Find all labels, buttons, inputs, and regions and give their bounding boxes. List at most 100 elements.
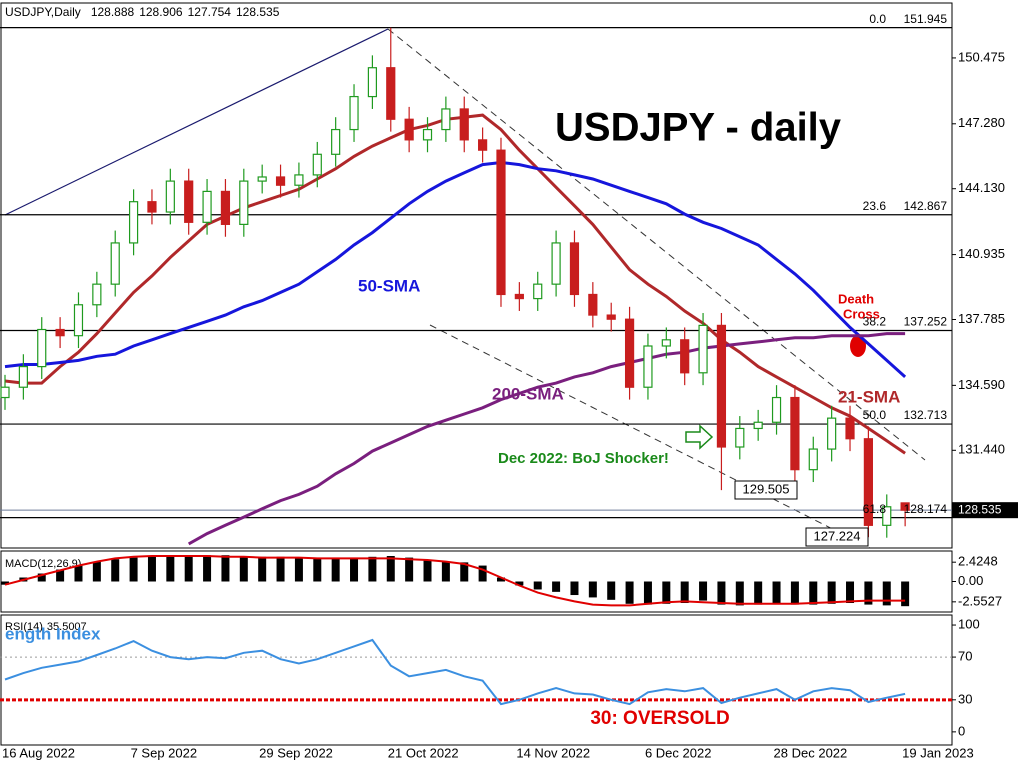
macd-bar: [643, 581, 652, 605]
fib-value: 137.252: [904, 315, 948, 329]
macd-bar: [368, 556, 377, 582]
last-price-box: [952, 502, 1018, 519]
macd-bar: [533, 581, 542, 590]
fib-level: 38.2: [863, 315, 887, 329]
rsi-name: RSI(14): [5, 621, 43, 633]
macd-bar: [239, 556, 248, 582]
header-open: 128.888: [91, 5, 135, 19]
candle-body: [349, 95, 359, 131]
macd-bar: [92, 561, 101, 582]
macd-bar: [827, 581, 836, 604]
y-tick-label: 147.280: [958, 115, 1005, 130]
trend-line: [4, 28, 389, 216]
macd-bar: [203, 555, 212, 582]
macd-bar: [56, 569, 65, 582]
annotation: Dec 2022: BoJ Shocker!: [498, 450, 669, 467]
macd-bar: [588, 581, 597, 598]
x-tick-label: 29 Sep 2022: [259, 745, 333, 760]
macd-bar: [496, 577, 505, 582]
candle-body: [808, 448, 818, 471]
macd-bar: [184, 555, 193, 582]
low-label: 129.505: [743, 481, 790, 496]
x-tick-label: 6 Dec 2022: [645, 745, 712, 760]
fib-value: 128.174: [904, 502, 948, 516]
macd-bar: [699, 581, 708, 601]
pane-plot: [1, 555, 910, 607]
annotation: 21-SMA: [838, 387, 900, 406]
low-label-box: [805, 527, 869, 547]
rsi-subtitle: ength Index: [5, 624, 101, 643]
candle-body: [239, 180, 249, 225]
macd-bar: [1, 581, 9, 585]
y-tick-label: 144.130: [958, 180, 1005, 195]
rsi-line: [4, 638, 906, 706]
candle-body: [110, 242, 120, 285]
low-label-box: [734, 480, 798, 500]
macd-bar: [882, 581, 891, 606]
macd-bar: [423, 559, 432, 582]
macd-bar: [276, 556, 285, 582]
chart-title: USDJPY - daily: [555, 106, 842, 150]
macd-bar: [662, 581, 671, 604]
macd-bar: [405, 557, 414, 582]
candle-body: [55, 328, 65, 337]
candle-body: [569, 242, 580, 296]
death-cross-marker: [850, 335, 866, 357]
candle-body: [275, 176, 286, 186]
fib-level: 50.0: [863, 408, 887, 422]
candle-body: [643, 345, 653, 388]
macd-bar: [441, 561, 450, 582]
main-pane: [0, 2, 953, 549]
candle-body: [367, 67, 377, 98]
macd-bar: [166, 555, 175, 582]
last-price: 128.535: [958, 502, 1002, 516]
x-tick-label: 19 Jan 2023: [902, 745, 974, 760]
candle-body: [496, 149, 506, 296]
fib-level: 0.0: [869, 12, 886, 26]
candle-body: [220, 190, 231, 225]
candle-body: [514, 293, 524, 300]
candle-body: [606, 314, 616, 320]
x-tick-label: 21 Oct 2022: [388, 745, 459, 760]
candle-body: [184, 180, 194, 223]
candle-body: [459, 108, 469, 141]
pane-plot: [0, 27, 952, 546]
low-label: 127.224: [814, 528, 861, 543]
x-tick-label: 7 Sep 2022: [131, 745, 198, 760]
channel-line: [387, 28, 926, 461]
y-tick-label: 2.4248: [958, 554, 998, 569]
candle-body: [0, 386, 10, 399]
sma-line: [4, 160, 907, 379]
macd-title: MACD(12,26,9): [5, 558, 81, 570]
x-tick-label: 14 Nov 2022: [516, 745, 590, 760]
trend-lines: [4, 28, 926, 548]
candle-body: [331, 128, 341, 155]
macd-bar: [460, 562, 469, 582]
candle-body: [73, 304, 84, 337]
macd-bar: [478, 565, 487, 582]
annotation: Cross: [843, 306, 880, 321]
y-tick-label: 0: [958, 723, 965, 738]
fib-value: 142.867: [904, 199, 948, 213]
y-tick-label: 131.440: [958, 442, 1005, 457]
candle-body: [771, 396, 782, 423]
x-tick-label: 28 Dec 2022: [774, 745, 848, 760]
candle-body: [294, 174, 304, 186]
candle-body: [882, 506, 892, 526]
candle-body: [202, 190, 212, 223]
candle-body: [624, 318, 635, 388]
candle-body: [661, 339, 671, 347]
macd-bar: [607, 581, 616, 600]
rsi-title: RSI(14) 35.5007: [5, 621, 87, 633]
symbol: USDJPY,Daily: [5, 5, 81, 19]
macd-bar: [129, 557, 138, 582]
macd-bar: [680, 581, 689, 604]
candle-body: [257, 176, 267, 182]
y-tick-label: -2.5527: [958, 593, 1002, 608]
pane-plot: [0, 638, 952, 706]
candle-body: [533, 283, 543, 300]
macd-bar: [331, 557, 340, 582]
candle-body: [588, 293, 598, 316]
candle-body: [441, 108, 451, 131]
